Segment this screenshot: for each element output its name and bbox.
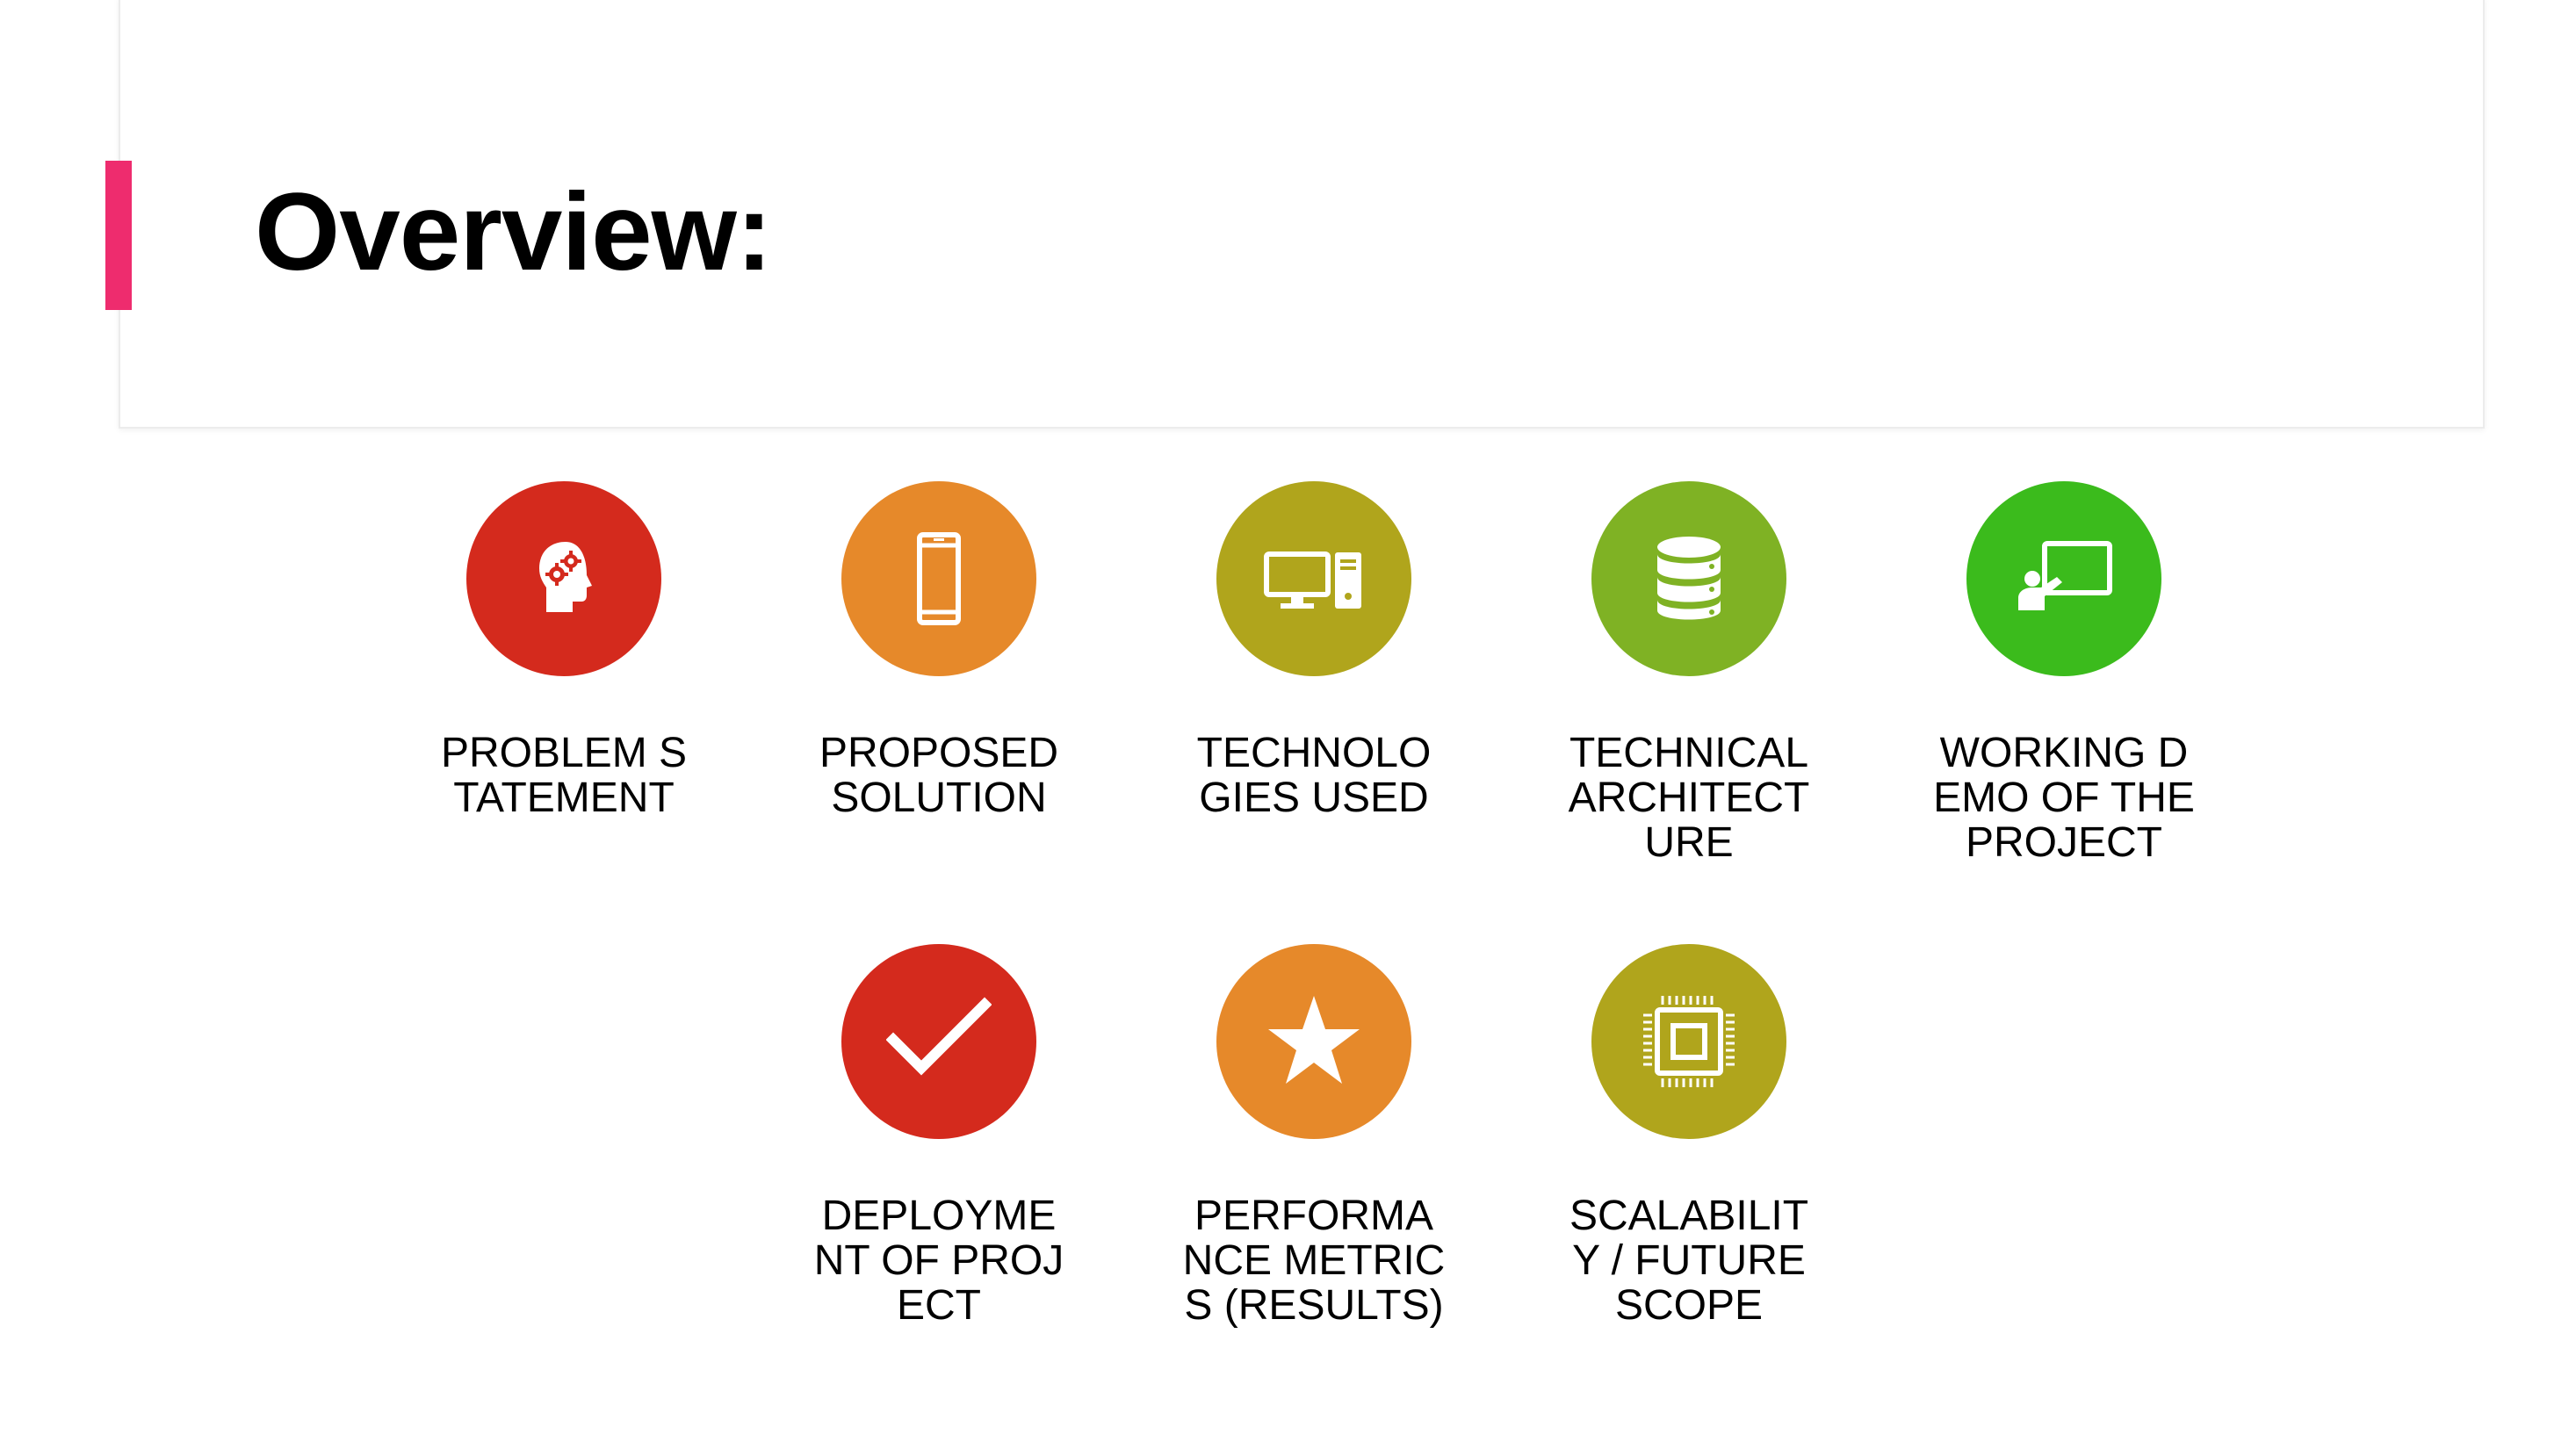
header-card — [119, 0, 2485, 429]
page-title: Overview: — [255, 171, 773, 293]
item-label: PROBLEM STATEMENT — [440, 730, 688, 821]
item-technical-architecture[interactable]: TECHNICAL ARCHITECTURE — [1513, 481, 1865, 865]
head-gears-icon — [539, 542, 592, 612]
checkmark-icon — [886, 997, 992, 1076]
item-performance-metrics[interactable]: PERFORMANCE METRICS (RESULTS) — [1138, 944, 1490, 1328]
icon-circle — [1591, 944, 1786, 1139]
item-problem-statement[interactable]: PROBLEM STATEMENT — [388, 481, 740, 820]
smartphone-icon — [917, 532, 961, 625]
item-label: TECHNOLOGIES USED — [1196, 730, 1432, 821]
item-label: PROPOSED SOLUTION — [819, 730, 1059, 821]
item-deployment[interactable]: DEPLOYMENT OF PROJECT — [763, 944, 1115, 1328]
star-icon — [1268, 996, 1360, 1084]
item-scalability[interactable]: SCALABILITY / FUTURE SCOPE — [1513, 944, 1865, 1328]
icon-circle — [841, 944, 1036, 1139]
item-label: TECHNICAL ARCHITECTURE — [1568, 730, 1810, 866]
icon-circle — [1216, 944, 1411, 1139]
database-icon — [1657, 537, 1721, 620]
presentation-icon — [2018, 541, 2112, 610]
item-label: WORKING DEMO OF THE PROJECT — [1933, 730, 2195, 866]
item-label: PERFORMANCE METRICS (RESULTS) — [1182, 1193, 1446, 1329]
item-technologies-used[interactable]: TECHNOLOGIES USED — [1138, 481, 1490, 820]
icon-circle — [1591, 481, 1786, 676]
icon-circle — [841, 481, 1036, 676]
icon-circle — [1216, 481, 1411, 676]
accent-bar — [105, 161, 132, 310]
icon-circle — [1966, 481, 2161, 676]
cpu-chip-icon — [1643, 996, 1735, 1087]
item-proposed-solution[interactable]: PROPOSED SOLUTION — [763, 481, 1115, 820]
item-working-demo[interactable]: WORKING DEMO OF THE PROJECT — [1888, 481, 2240, 865]
item-label: SCALABILITY / FUTURE SCOPE — [1569, 1193, 1809, 1329]
item-label: DEPLOYMENT OF PROJECT — [813, 1193, 1064, 1329]
desktop-computer-icon — [1264, 551, 1361, 609]
icon-circle — [466, 481, 661, 676]
